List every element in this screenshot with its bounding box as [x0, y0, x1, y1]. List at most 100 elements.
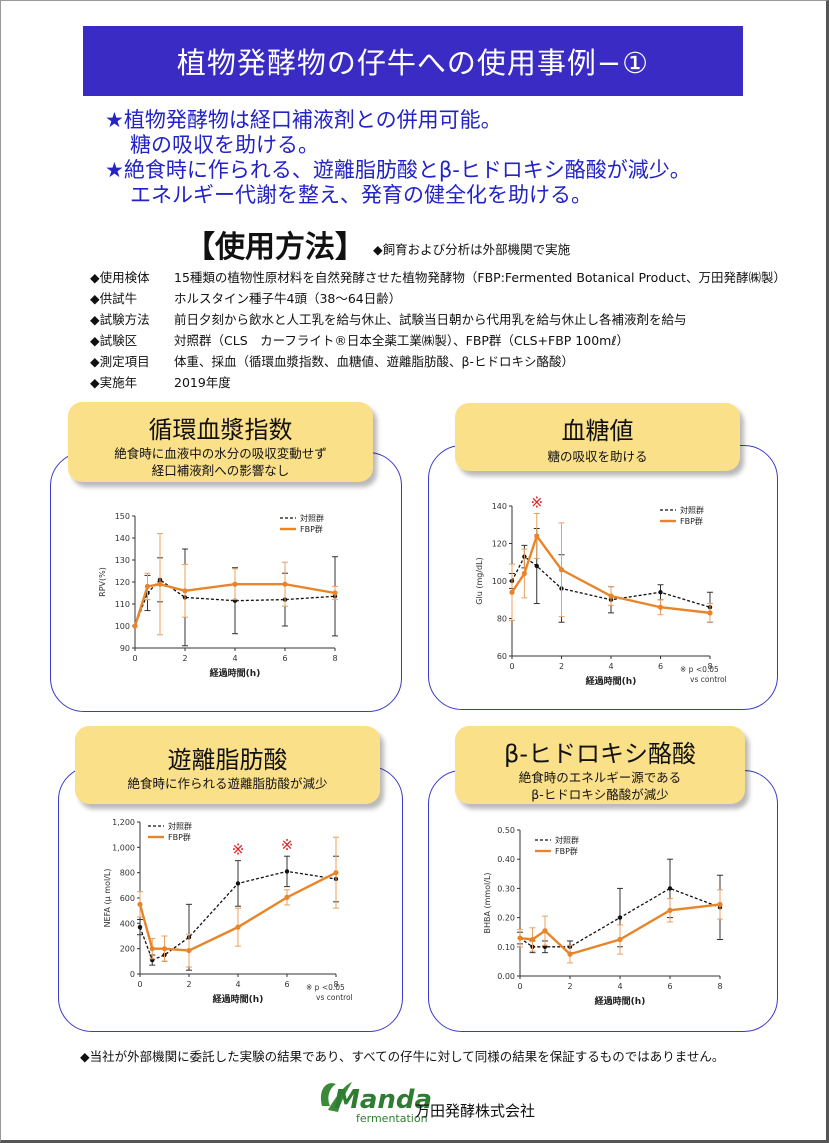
x-tick-label: 8	[332, 654, 337, 663]
fbp-point	[186, 947, 192, 954]
x-tick-label: 4	[617, 982, 622, 991]
method-label: ◆供試牛	[90, 291, 138, 306]
disclaimer-footnote: ◆当社が外部機関に委託した実験の結果であり、すべての仔牛に対して同様の結果を保証…	[80, 1049, 725, 1064]
panel-subtitle: 糖の吸収を助ける	[547, 449, 648, 464]
y-tick-label: 100	[115, 622, 130, 631]
significance-marker: ※	[281, 836, 294, 854]
x-axis-label: 経過時間(h)	[210, 667, 261, 679]
x-tick-label: 2	[567, 982, 572, 991]
fbp-point	[608, 593, 614, 599]
fbp-point	[149, 946, 155, 952]
panel-rpv-tag: 循環血漿指数 絶食時に血液中の水分の吸収変動せず 経口補液剤への影響なし	[68, 402, 373, 482]
fbp-point	[509, 589, 515, 595]
legend-control-label: 対照群	[168, 821, 192, 831]
y-tick-label: 1,200	[112, 818, 135, 827]
significance-marker: ※	[232, 841, 245, 859]
panel-rpv	[50, 452, 402, 712]
x-tick-label: 8	[333, 980, 338, 989]
x-tick-label: 0	[132, 654, 137, 663]
panel-subtitle: 絶食時のエネルギー源である	[518, 770, 682, 785]
y-tick-label: 0.50	[497, 826, 515, 835]
x-axis-label: 経過時間(h)	[586, 675, 637, 687]
x-tick-label: 8	[707, 662, 712, 671]
x-tick-label: 8	[717, 982, 722, 991]
panel-bhba-tag: β-ヒドロキシ酪酸 絶食時のエネルギー源である β-ヒドロキシ酪酸が減少	[455, 726, 745, 804]
legend-fbp-label: FBP群	[555, 846, 578, 856]
y-tick-label: 120	[492, 540, 507, 549]
fbp-point	[332, 590, 338, 596]
panel-subtitle: 経口補液剤への影響なし	[151, 463, 290, 478]
highlight-line: ★植物発酵物は経口補液剤との併用可能。	[105, 108, 502, 132]
method-row: ◆試験方法 前日夕刻から飲水と人工乳を給与休止、試験当日朝から代用乳を給与休止し各…	[90, 308, 810, 329]
logo-wordmark: Manda	[334, 1085, 432, 1115]
y-tick-label: 120	[115, 578, 130, 587]
y-tick-label: 0	[130, 970, 135, 979]
x-tick-label: 6	[667, 982, 672, 991]
fbp-point	[157, 581, 163, 587]
control-point	[667, 886, 673, 891]
fbp-point	[657, 604, 664, 610]
y-tick-label: 1,000	[112, 843, 135, 852]
y-tick-label: 600	[120, 894, 135, 903]
fbp-point	[284, 894, 290, 900]
x-tick-label: 2	[559, 662, 564, 671]
fbp-point	[667, 907, 673, 913]
panel-nefa-tag: 遊離脂肪酸 絶食時に作られる遊離脂肪酸が減少	[75, 726, 380, 804]
significance-note: ※ p <0.05	[680, 665, 719, 674]
y-tick-label: 800	[120, 869, 135, 878]
fbp-point	[707, 610, 713, 616]
method-note: ◆飼育および分析は外部機関で実施	[373, 242, 571, 257]
fbp-point	[717, 901, 723, 908]
panel-subtitle: 絶食時に作られる遊離脂肪酸が減少	[127, 776, 328, 791]
fbp-point	[542, 928, 548, 934]
x-tick-label: 4	[235, 980, 240, 989]
fbp-point	[333, 870, 339, 876]
highlight-line: 糖の吸収を助ける。	[130, 133, 319, 157]
method-row: ◆測定項目 体重、採血（循環血漿指数、血糖値、遊離脂肪酸、β-ヒドロキシ酪酸）	[90, 350, 810, 371]
highlight-line: ★絶食時に作られる、遊離脂肪酸とβ-ヒドロキシ酪酸が減少。	[105, 158, 691, 182]
panel-subtitle: 絶食時に血液中の水分の吸収変動せず	[114, 446, 327, 461]
y-tick-label: 0.30	[497, 884, 515, 893]
panel-title: 遊離脂肪酸	[167, 746, 288, 774]
method-label: ◆実施年	[90, 375, 138, 390]
y-tick-label: 100	[492, 577, 507, 586]
fbp-point	[232, 581, 238, 587]
y-tick-label: 140	[492, 502, 507, 511]
panel-title: 循環血漿指数	[148, 416, 293, 444]
x-axis-label: 経過時間(h)	[595, 995, 646, 1007]
method-label: ◆試験方法	[90, 312, 150, 327]
panel-glu-tag: 血糖値 糖の吸収を助ける	[455, 403, 740, 471]
x-tick-label: 6	[658, 662, 663, 671]
y-tick-label: 90	[120, 644, 130, 653]
method-value: 体重、採血（循環血漿指数、血糖値、遊離脂肪酸、β-ヒドロキシ酪酸）	[174, 354, 574, 369]
fbp-point	[521, 570, 527, 577]
x-tick-label: 6	[282, 654, 287, 663]
method-label: ◆測定項目	[90, 354, 150, 369]
y-tick-label: 200	[120, 945, 135, 954]
panel-subtitle: β-ヒドロキシ酪酸が減少	[531, 787, 669, 802]
highlight-line: エネルギー代謝を整え、発育の健全化を助ける。	[130, 183, 592, 207]
method-row: ◆実施年 2019年度	[90, 371, 810, 392]
y-tick-label: 130	[115, 556, 130, 565]
panel-nefa	[58, 766, 403, 1032]
panel-title: 血糖値	[561, 417, 634, 445]
y-tick-label: 60	[497, 652, 507, 661]
company-name: 万田発酵株式会社	[415, 1102, 536, 1120]
fbp-point	[182, 588, 188, 594]
control-point	[658, 590, 663, 595]
fbp-point	[144, 583, 151, 589]
x-tick-label: 6	[284, 980, 289, 989]
y-axis-label: RPV(%)	[98, 567, 107, 597]
fbp-point	[137, 901, 143, 907]
significance-note: ※ p <0.05	[306, 983, 345, 992]
fbp-point	[534, 533, 540, 539]
y-tick-label: 80	[497, 615, 507, 624]
method-value: 対照群（CLS カーフライト®日本全薬工業㈱製）、FBP群（CLS+FBP 10…	[174, 333, 630, 348]
method-row: ◆使用検体 15種類の植物性原材料を自然発酵させた植物発酵物（FBP:Fermen…	[90, 266, 810, 287]
y-tick-label: 0.10	[497, 943, 515, 952]
fbp-point	[282, 581, 288, 587]
legend-control-label: 対照群	[300, 513, 324, 523]
method-row: ◆試験区 対照群（CLS カーフライト®日本全薬工業㈱製）、FBP群（CLS+FB…	[90, 329, 810, 350]
fbp-point	[567, 951, 573, 957]
